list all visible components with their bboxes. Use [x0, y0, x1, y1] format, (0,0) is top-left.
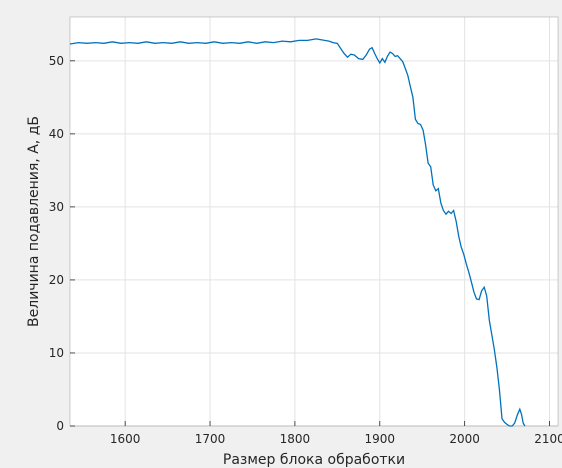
y-tick-label: 30: [49, 200, 64, 214]
x-tick-label: 2100: [534, 432, 562, 446]
x-tick-label: 1800: [280, 432, 311, 446]
y-axis-label: Величина подавления, A, дБ: [26, 116, 42, 327]
x-tick-label: 2000: [449, 432, 480, 446]
series-line: [69, 38, 526, 427]
axes-box: [69, 16, 559, 427]
y-tick-label: 0: [56, 419, 64, 433]
x-tick-label: 1700: [195, 432, 226, 446]
x-tick-label: 1900: [365, 432, 396, 446]
grid-lines: [70, 17, 558, 427]
axes-background: [70, 17, 558, 426]
y-tick-label: 40: [49, 127, 64, 141]
y-tick-label: 50: [49, 54, 64, 68]
axis-ticks: 1600 1700 1800 1900 2000 2100 0 10 20 30 40 50: [49, 54, 562, 446]
y-tick-label: 10: [49, 346, 64, 360]
y-tick-label: 20: [49, 273, 64, 287]
x-tick-label: 1600: [110, 432, 141, 446]
x-axis-label: Размер блока обработки: [223, 452, 405, 468]
